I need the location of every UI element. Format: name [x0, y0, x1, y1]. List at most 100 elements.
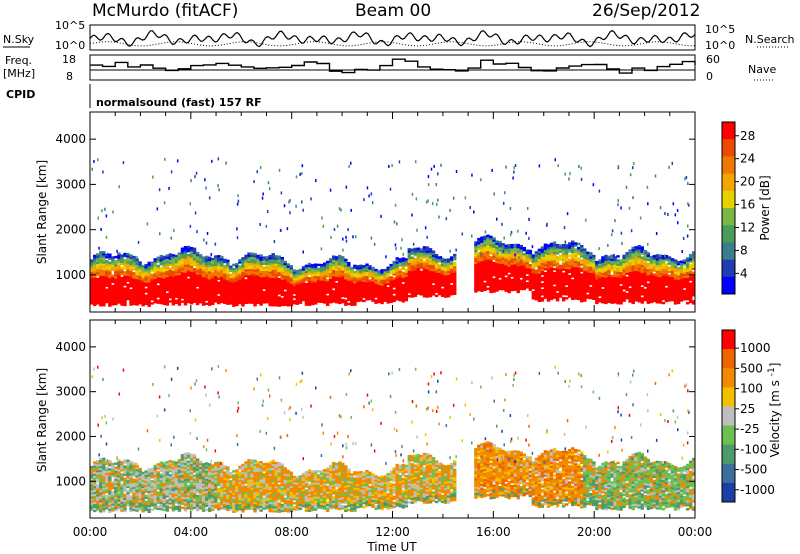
power-cell	[307, 301, 312, 304]
power-cell	[676, 295, 681, 298]
power-cell	[480, 287, 484, 290]
velocity-cell	[90, 504, 94, 507]
power-cell	[298, 281, 303, 284]
power-cell	[338, 299, 342, 303]
power-cell	[637, 279, 641, 283]
power-cell	[344, 281, 348, 284]
velocity-cell	[105, 500, 109, 504]
velocity-cell	[117, 499, 121, 502]
power-cell	[431, 289, 436, 292]
power-cell	[265, 278, 269, 282]
power-cell	[483, 278, 487, 281]
power-cell	[386, 276, 390, 280]
power-cell	[102, 285, 106, 289]
power-cell	[253, 261, 257, 264]
power-cell	[171, 296, 176, 300]
velocity-cell	[114, 480, 118, 484]
power-cell	[486, 234, 490, 238]
power-cell	[437, 280, 442, 284]
power-cell	[455, 248, 457, 252]
power-cell	[328, 298, 333, 302]
power-cell	[552, 292, 557, 295]
power-cell	[425, 256, 430, 260]
power-cell	[688, 290, 693, 294]
power-cell	[543, 278, 548, 281]
velocity-cell	[108, 496, 112, 499]
power-cell	[353, 287, 357, 290]
power-cell	[344, 264, 348, 268]
power-cell	[428, 274, 433, 277]
power-cell	[153, 288, 157, 292]
power-cell	[577, 248, 581, 252]
power-cell	[174, 271, 179, 274]
power-cell	[416, 269, 421, 273]
power-cell	[570, 242, 575, 246]
power-cell	[431, 268, 436, 272]
power-cell	[440, 282, 445, 285]
power-cell	[652, 295, 657, 299]
power-cell	[108, 281, 112, 285]
power-cell	[370, 192, 373, 196]
power-cell	[540, 248, 545, 251]
power-cell	[410, 262, 415, 266]
power-cell	[667, 297, 672, 300]
power-cell	[353, 276, 357, 280]
power-cell	[111, 278, 115, 282]
power-cell	[394, 243, 397, 247]
power-cell	[401, 287, 405, 291]
power-cell	[474, 273, 478, 277]
power-cell	[186, 288, 191, 292]
power-cell	[241, 275, 245, 278]
power-cell	[171, 262, 176, 265]
power-cell	[552, 257, 557, 261]
power-cell	[273, 240, 276, 244]
power-cell	[238, 275, 242, 278]
power-cell	[407, 280, 412, 284]
power-cell	[534, 281, 539, 285]
velocity-cell	[102, 467, 106, 471]
power-cell	[123, 273, 127, 276]
power-cell	[413, 272, 418, 275]
power-cell	[298, 287, 303, 290]
power-cell	[543, 296, 548, 299]
power-cell	[474, 241, 478, 244]
power-cell	[229, 273, 233, 277]
power-cell	[433, 164, 435, 168]
power-cell	[93, 266, 97, 270]
power-cell	[214, 298, 218, 301]
velocity-cell	[99, 461, 103, 465]
power-cell	[589, 264, 593, 267]
power-cell	[268, 258, 272, 262]
power-cell	[477, 239, 481, 243]
power-cell	[413, 247, 418, 251]
velocity-cell	[111, 468, 115, 472]
power-cell	[631, 299, 635, 303]
power-cell	[610, 295, 614, 298]
power-cell	[631, 281, 635, 284]
power-cell	[401, 285, 405, 289]
power-cell	[235, 271, 239, 274]
power-cell	[422, 274, 427, 278]
power-cell	[625, 288, 629, 292]
power-cell	[344, 258, 348, 262]
power-cell	[268, 291, 272, 294]
power-cell	[259, 223, 261, 227]
power-cell	[604, 262, 608, 266]
power-cell	[96, 265, 100, 268]
power-cell	[253, 277, 257, 280]
power-cell	[495, 285, 499, 288]
power-cell	[238, 291, 242, 295]
power-cell	[114, 292, 118, 296]
power-cell	[486, 263, 490, 266]
power-cell	[577, 279, 581, 282]
power-cell	[401, 294, 405, 297]
power-cell	[679, 272, 684, 276]
power-cell	[135, 266, 139, 269]
power-cell	[604, 279, 608, 282]
power-cell	[341, 262, 345, 265]
power-cell	[114, 294, 118, 298]
power-cell	[667, 292, 672, 296]
power-cell	[492, 243, 496, 246]
power-cell	[537, 299, 542, 303]
power-cell	[123, 258, 127, 262]
